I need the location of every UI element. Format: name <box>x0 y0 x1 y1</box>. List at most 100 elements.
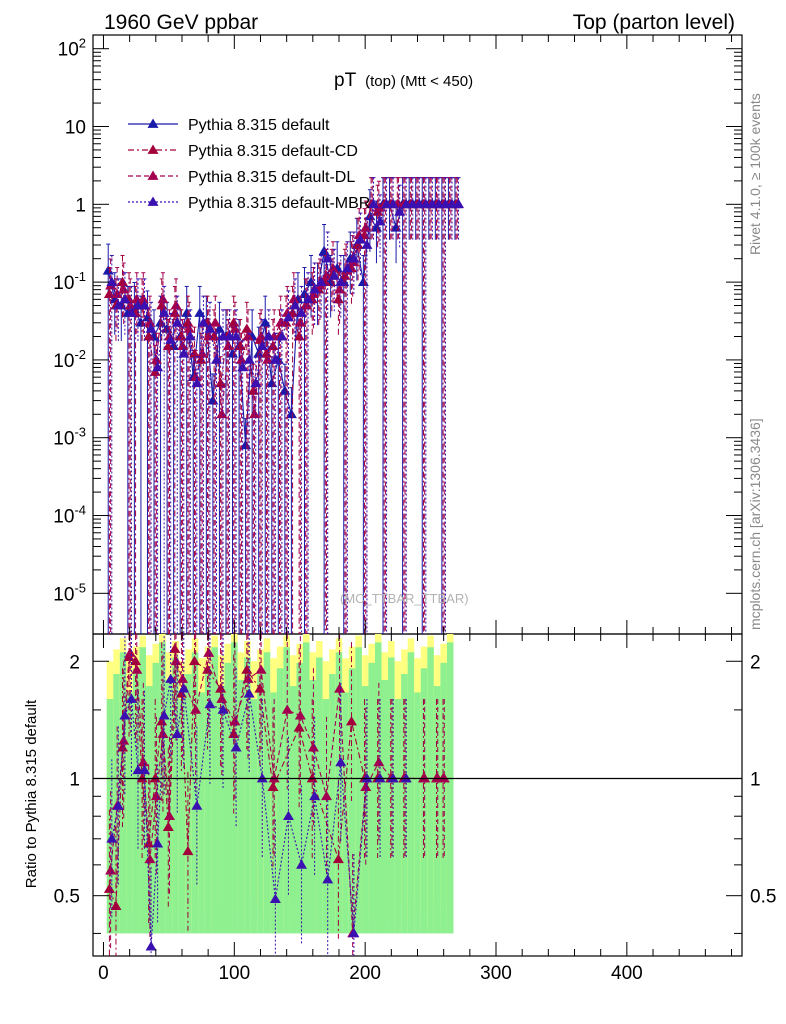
ratio-band-inner <box>119 652 127 934</box>
ratio-data-point <box>182 845 194 856</box>
ratio-y-tick-label-right: 0.5 <box>750 887 776 908</box>
ratio-data-point <box>419 772 431 783</box>
legend-label: Pythia 8.315 default-CD <box>188 143 358 160</box>
data-point <box>368 198 380 209</box>
data-point <box>171 317 183 327</box>
legend-entry-1: Pythia 8.315 default-CD <box>128 143 358 160</box>
data-point <box>256 340 268 351</box>
ratio-data-point <box>156 716 168 726</box>
header-process-label: Top (parton level) <box>573 11 735 34</box>
ratio-band-inner <box>414 692 421 934</box>
ratio-data-point <box>152 838 164 848</box>
data-point <box>228 317 240 327</box>
legend-marker <box>147 144 159 154</box>
ratio-band-inner <box>139 647 146 934</box>
ratio-data-point <box>216 693 228 703</box>
data-point <box>124 300 136 310</box>
ratio-data-point <box>309 790 321 801</box>
ratio-data-point <box>230 742 242 752</box>
ratio-data-point <box>254 683 266 693</box>
data-point <box>209 317 221 327</box>
data-point <box>334 284 346 294</box>
ratio-band-inner <box>407 652 415 934</box>
data-point <box>322 253 334 263</box>
ratio-data-point <box>130 655 142 666</box>
data-point <box>250 377 262 388</box>
ratio-data-point <box>162 821 174 831</box>
y-tick-label: 10-1 <box>53 269 86 294</box>
data-point <box>354 234 366 244</box>
data-point <box>255 330 267 341</box>
ratio-band-inner <box>191 652 199 934</box>
plot-title-main: pT <box>334 70 357 91</box>
ratio-band-inner <box>381 679 389 934</box>
data-point <box>296 307 308 317</box>
ratio-band-inner <box>322 699 330 934</box>
ratio-data-point <box>105 865 117 875</box>
legend-label: Pythia 8.315 default-DL <box>188 169 355 186</box>
ratio-band-inner <box>159 642 166 934</box>
data-point <box>348 253 360 263</box>
ratio-band-inner <box>388 657 395 934</box>
ratio-data-point <box>307 742 319 752</box>
ratio-band-inner <box>145 686 153 934</box>
data-point <box>263 330 275 341</box>
data-point <box>125 307 137 317</box>
data-point <box>194 307 206 317</box>
data-point <box>184 330 196 341</box>
ratio-band-inner <box>335 652 343 934</box>
data-point <box>116 276 128 286</box>
data-point <box>289 300 301 310</box>
ratio-data-point <box>345 716 357 726</box>
ratio-data-point <box>322 874 334 884</box>
data-point <box>341 262 353 273</box>
ratio-data-point <box>150 790 162 801</box>
data-point <box>387 198 399 209</box>
ratio-band-inner <box>178 699 186 934</box>
data-point <box>229 323 241 333</box>
ratio-band-inner <box>172 657 179 934</box>
legend-entry-0: Pythia 8.315 default <box>128 117 330 134</box>
data-point <box>293 330 305 341</box>
ratio-data-point <box>112 800 124 810</box>
legend-label: Pythia 8.315 default <box>188 117 330 134</box>
ratio-ylabel: Ratio to Pythia 8.315 default <box>23 699 40 888</box>
data-point <box>191 377 203 388</box>
ratio-band-inner <box>296 662 304 934</box>
data-point <box>215 377 227 388</box>
ratio-y-tick-label-right: 2 <box>750 652 761 673</box>
ratio-y-tick-label: 1 <box>69 769 80 790</box>
ratio-data-point <box>131 664 143 674</box>
ratio-data-point <box>335 756 347 767</box>
ratio-data-point <box>438 772 450 783</box>
data-point <box>188 348 200 358</box>
data-point <box>137 293 149 304</box>
legend-entry-3: Pythia 8.315 default-MBR <box>128 195 370 212</box>
ratio-band-inner <box>185 674 192 934</box>
ratio-band-inner <box>433 686 441 934</box>
data-point <box>182 317 194 327</box>
ratio-y-tick-label: 0.5 <box>54 887 80 908</box>
ratio-band-inner <box>237 679 245 934</box>
data-point <box>374 216 386 226</box>
ratio-data-point <box>267 781 279 792</box>
ratio-data-point <box>169 643 181 653</box>
ratio-band-inner <box>204 668 212 934</box>
data-point <box>373 202 385 212</box>
ratio-data-point <box>170 655 182 666</box>
ratio-band-inner <box>198 692 205 934</box>
ratio-data-point <box>163 810 175 821</box>
ratio-band-inner <box>394 699 402 934</box>
data-point <box>216 408 228 419</box>
ratio-band-inner <box>224 662 232 934</box>
x-tick-label: 100 <box>218 963 250 984</box>
data-point <box>327 262 339 273</box>
data-point <box>183 323 195 333</box>
data-point <box>210 354 222 364</box>
data-point <box>301 300 313 310</box>
ratio-data-point <box>118 735 130 745</box>
data-point <box>321 270 333 280</box>
data-point <box>276 330 288 341</box>
ratio-data-point <box>348 927 360 938</box>
y-tick-exponent: 2 <box>79 36 86 51</box>
